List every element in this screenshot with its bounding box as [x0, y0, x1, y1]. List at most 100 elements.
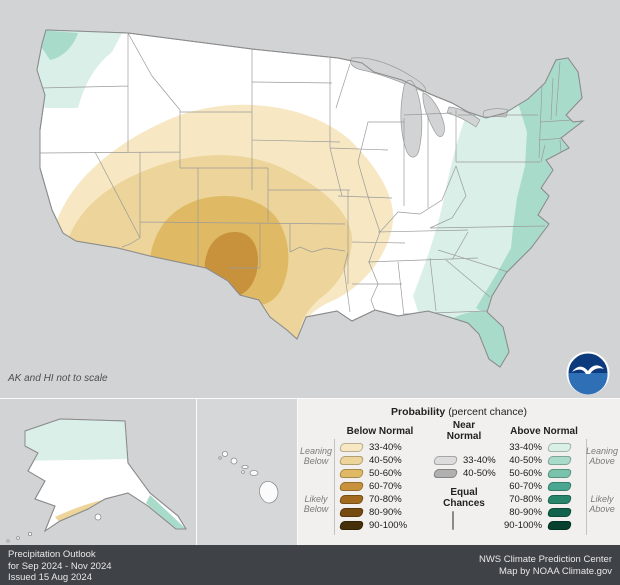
legend-row: 60-70% — [338, 480, 407, 492]
alaska-inset-svg — [6, 418, 187, 543]
noaa-logo-svg — [566, 351, 610, 395]
color-swatch — [546, 507, 573, 517]
below-normal-scale: 33-40% 40-50% 50-60% 60-70% 70-80% 80-90… — [338, 441, 408, 531]
legend-row: 90-100% — [504, 519, 573, 531]
color-swatch — [338, 520, 365, 530]
lake-michigan — [400, 79, 423, 158]
footer-agency-line: NWS Climate Prediction Center — [478, 554, 612, 565]
lake-erie — [446, 106, 481, 128]
color-swatch — [338, 481, 365, 491]
equal-chances-swatch — [452, 511, 454, 530]
footer-title: Precipitation Outlook for Sep 2024 - Nov… — [8, 549, 112, 584]
legend-divider-right — [586, 439, 587, 535]
oahu-island — [230, 457, 238, 465]
legend: Probability (percent chance) Leaning Bel… — [298, 398, 620, 545]
legend-row: 33-40% — [432, 455, 496, 466]
alaska-above-normal-region — [25, 419, 130, 461]
range-label: 40-50% — [369, 454, 402, 466]
range-label: 33-40% — [509, 441, 542, 453]
footer-source-line: Map by NOAA Climate.gov — [499, 565, 612, 577]
color-swatch — [432, 468, 459, 478]
range-label: 60-70% — [509, 480, 542, 492]
legend-row: 33-40% — [504, 441, 573, 453]
color-swatch — [338, 468, 365, 478]
legend-row: 70-80% — [504, 494, 573, 505]
hawaiian-islands — [218, 451, 279, 504]
likely-below-label: Likely Below — [303, 494, 329, 514]
legend-row: 40-50% — [504, 454, 573, 466]
aleutian-islands — [6, 513, 102, 543]
color-swatch — [546, 468, 573, 478]
color-swatch — [338, 442, 365, 452]
legend-divider-left — [334, 439, 335, 535]
leaning-below-label: Leaning Below — [299, 446, 333, 466]
alaska-panhandle-above-region — [146, 495, 186, 529]
niihau-island — [218, 456, 222, 460]
color-swatch — [338, 494, 365, 504]
above-normal-header: Above Normal — [510, 426, 578, 437]
range-label: 70-80% — [369, 493, 402, 505]
color-swatch — [546, 481, 573, 491]
kauai-island — [221, 451, 228, 458]
above-normal-40-50-west-region — [40, 30, 78, 60]
color-swatch — [546, 442, 573, 452]
aleutian-island — [16, 536, 20, 540]
range-label: 40-50% — [509, 454, 542, 466]
legend-title: Probability (percent chance) — [298, 406, 620, 418]
big-island — [258, 481, 279, 504]
legend-row: 70-80% — [338, 493, 407, 505]
legend-row: 50-60% — [504, 468, 573, 479]
noaa-seagull-icon — [572, 365, 604, 374]
legend-row: 33-40% — [338, 441, 407, 453]
range-label: 90-100% — [369, 519, 408, 531]
near-normal-scale: 33-40% 40-50% — [432, 455, 496, 479]
color-swatch — [546, 455, 573, 465]
hawaii-inset — [197, 398, 298, 545]
footer-credit: NWS Climate Prediction Center Map by NOA… — [479, 554, 612, 577]
lake-huron — [422, 92, 445, 137]
range-label: 50-60% — [369, 467, 402, 479]
legend-row: 90-100% — [338, 519, 408, 531]
range-label: 90-100% — [504, 519, 543, 531]
noaa-logo — [566, 351, 610, 395]
legend-title-normal: (percent chance) — [448, 406, 527, 418]
footer-period-line: for Sep 2024 - Nov 2024 — [8, 560, 112, 572]
above-normal-40-50-east-region — [452, 54, 583, 367]
legend-row: 40-50% — [338, 454, 407, 466]
color-swatch — [338, 455, 365, 465]
footer: Precipitation Outlook for Sep 2024 - Nov… — [0, 545, 620, 585]
color-swatch — [546, 494, 573, 504]
conus-map-svg — [36, 29, 584, 368]
below-normal-header: Below Normal — [346, 426, 414, 437]
range-label: 33-40% — [369, 441, 402, 453]
molokai-island — [241, 465, 249, 470]
footer-issued-line: Issued 15 Aug 2024 — [8, 572, 92, 583]
leaning-above-label: Leaning Above — [585, 446, 619, 466]
likely-above-label: Likely Above — [589, 494, 615, 514]
color-swatch — [338, 507, 365, 517]
great-lakes — [350, 57, 509, 158]
range-label: 60-70% — [369, 480, 402, 492]
range-label: 40-50% — [463, 467, 496, 479]
hawaii-inset-svg — [218, 451, 279, 504]
color-swatch — [546, 520, 573, 530]
equal-chances-label: Equal Chances — [443, 487, 485, 509]
legend-row: 60-70% — [504, 480, 573, 492]
legend-row: 80-90% — [504, 506, 573, 518]
state-borders — [39, 32, 573, 317]
legend-row: 40-50% — [432, 467, 496, 479]
scale-note: AK and HI not to scale — [8, 373, 108, 384]
kodiak-island — [94, 513, 102, 521]
legend-row: 50-60% — [338, 467, 407, 479]
maui-island — [249, 470, 259, 477]
above-normal-scale: 33-40% 40-50% 50-60% 60-70% 70-80% 80-90… — [504, 441, 573, 531]
range-label: 80-90% — [509, 506, 542, 518]
footer-title-line: Precipitation Outlook — [8, 549, 96, 560]
equal-chances-row — [452, 511, 454, 530]
aleutian-island — [27, 531, 32, 536]
legend-title-bold: Probability — [391, 406, 446, 418]
alaska-inset — [0, 398, 197, 545]
aleutian-island — [6, 539, 10, 543]
color-swatch — [432, 455, 459, 465]
